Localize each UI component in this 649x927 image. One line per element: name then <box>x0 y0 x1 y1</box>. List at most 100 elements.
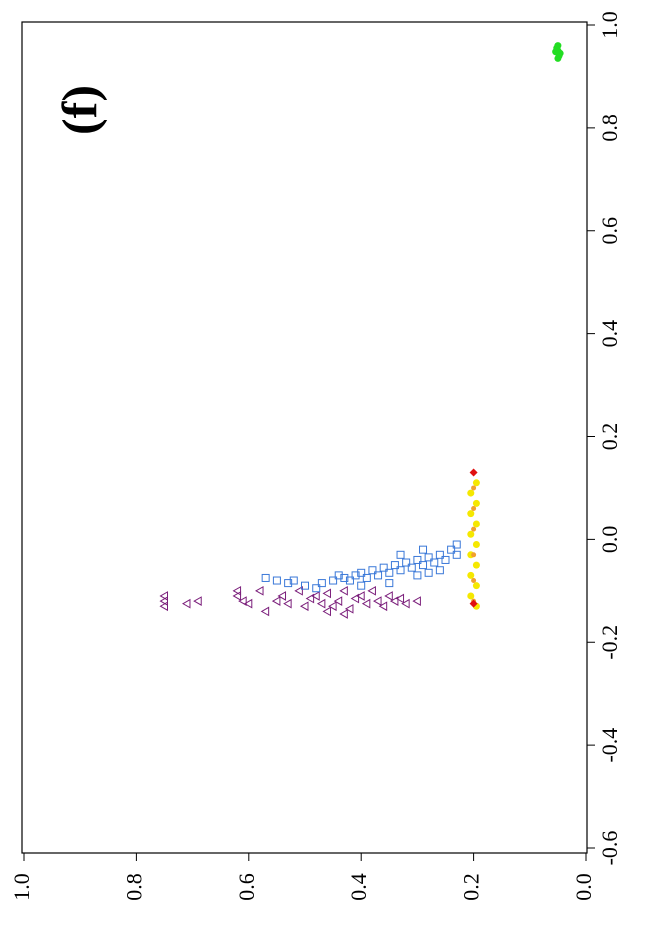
point <box>357 581 366 590</box>
point <box>467 592 475 600</box>
point <box>243 598 253 609</box>
y-tick-label: 0.2 <box>459 873 484 901</box>
point <box>469 468 478 477</box>
point <box>472 582 480 590</box>
point <box>255 585 264 596</box>
point <box>333 596 343 606</box>
point <box>467 510 475 518</box>
x-tick-label: 0.4 <box>597 320 622 348</box>
point <box>419 545 428 554</box>
point <box>472 561 480 569</box>
point <box>424 553 433 562</box>
point <box>374 571 383 580</box>
point <box>312 584 321 593</box>
point <box>271 596 281 606</box>
point <box>289 576 298 585</box>
point <box>471 578 477 584</box>
point <box>367 585 376 596</box>
point <box>299 601 309 612</box>
point <box>407 563 416 572</box>
point <box>350 593 360 604</box>
point <box>413 555 422 564</box>
point <box>396 550 405 559</box>
point <box>305 593 315 604</box>
point <box>339 609 348 619</box>
x-tick-label: 0.2 <box>597 423 622 451</box>
point <box>232 591 242 601</box>
point <box>329 576 338 585</box>
point <box>316 598 326 609</box>
x-tick-label: -0.4 <box>597 728 622 763</box>
plot-frame <box>21 21 588 854</box>
point <box>277 591 287 601</box>
point <box>452 540 461 549</box>
point <box>284 579 293 588</box>
point <box>472 520 480 528</box>
point <box>322 588 331 599</box>
point <box>430 558 439 567</box>
point <box>328 601 337 612</box>
point <box>419 561 428 570</box>
point <box>467 530 475 538</box>
x-tick-label: -0.6 <box>597 831 622 866</box>
point <box>351 571 360 580</box>
point <box>344 603 354 614</box>
point <box>441 555 450 564</box>
point <box>471 506 477 512</box>
point <box>362 573 371 582</box>
point <box>447 545 456 554</box>
point <box>554 42 562 50</box>
x-tick-label: 1.0 <box>597 11 622 39</box>
point <box>373 596 382 606</box>
point <box>472 499 480 507</box>
point <box>159 596 168 606</box>
point <box>401 598 410 609</box>
point <box>435 566 444 575</box>
point <box>396 566 405 575</box>
point <box>181 598 191 609</box>
point <box>472 541 480 549</box>
point <box>260 606 270 617</box>
y-tick-label: 1.0 <box>9 873 34 901</box>
point <box>361 598 371 609</box>
point <box>471 526 477 532</box>
point <box>472 479 480 487</box>
x-tick-label: 0.8 <box>597 114 622 142</box>
point <box>261 573 270 582</box>
point <box>283 598 292 609</box>
point <box>402 558 411 567</box>
x-tick-label: 0.6 <box>597 217 622 245</box>
point <box>311 591 320 601</box>
point <box>469 599 478 608</box>
y-tick-label: 0.6 <box>234 873 259 901</box>
point <box>193 596 202 606</box>
x-tick-label: -0.2 <box>597 625 622 660</box>
point <box>467 571 475 579</box>
x-tick-label: 0.0 <box>597 526 622 554</box>
point <box>390 561 399 570</box>
point <box>467 489 475 497</box>
point <box>471 485 477 491</box>
point <box>301 581 309 590</box>
panel-label: (f) <box>51 85 107 135</box>
point <box>317 579 326 588</box>
point <box>339 585 348 596</box>
point <box>345 576 354 585</box>
y-tick-label: 0.0 <box>571 873 596 901</box>
point <box>272 576 281 585</box>
point <box>385 579 394 588</box>
y-tick-label: 0.8 <box>121 873 146 901</box>
point <box>294 585 303 596</box>
point <box>368 566 377 575</box>
point <box>232 585 242 596</box>
point <box>452 550 461 559</box>
point <box>395 593 405 604</box>
point <box>238 596 247 606</box>
point <box>159 601 168 612</box>
point <box>159 591 168 601</box>
point <box>424 568 433 577</box>
point <box>340 573 349 582</box>
point <box>379 563 388 572</box>
